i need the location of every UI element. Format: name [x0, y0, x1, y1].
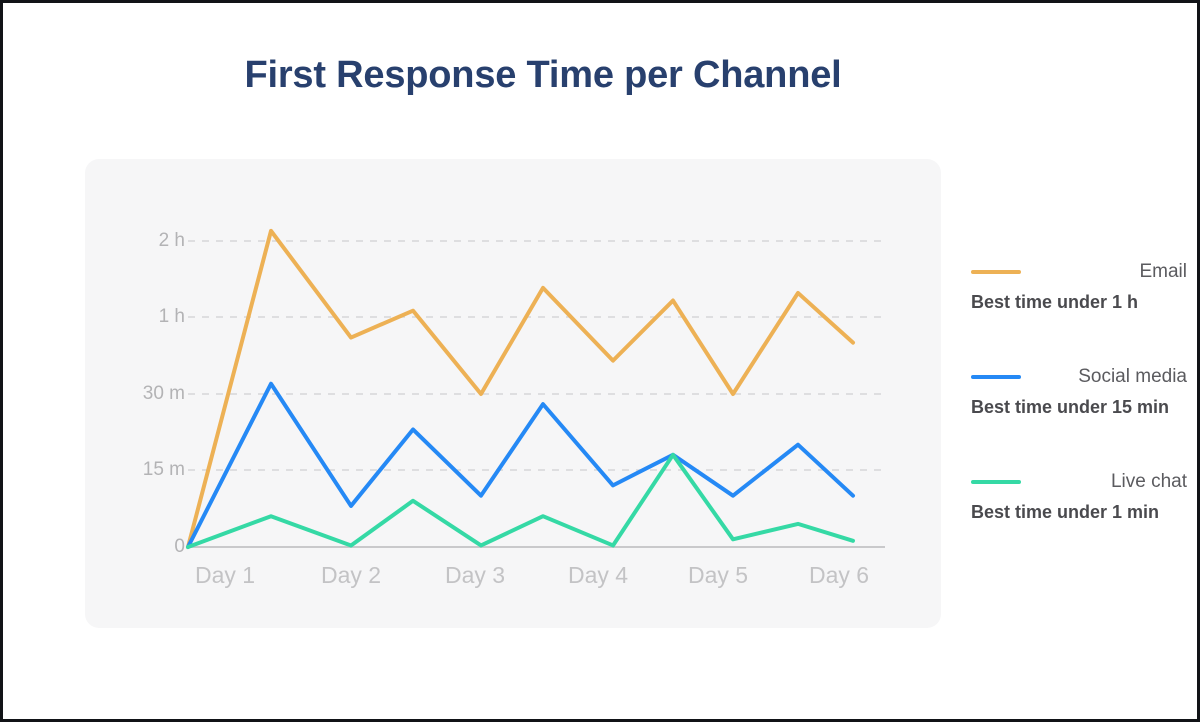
legend-color-swatch	[971, 270, 1021, 274]
legend-item-label: Live chat	[1110, 471, 1187, 492]
legend-item-label: Social media	[1078, 366, 1187, 387]
x-axis-tick-label: Day 4	[567, 562, 629, 588]
legend-item-note: Best time under 1 min	[971, 502, 1160, 522]
y-axis-tick-label: 1 h	[158, 306, 185, 327]
line-chart-canvas	[186, 228, 885, 549]
legend-item-row: Live chat	[971, 471, 1187, 493]
y-axis-tick-label: 2 h	[158, 230, 185, 251]
gridlines	[188, 240, 885, 471]
x-axis-tick-label: Day 5	[687, 562, 749, 588]
chart-legend: Email Best time under 1 h Social media Best…	[971, 261, 1187, 523]
y-axis-tick-label: 15 m	[142, 459, 185, 480]
legend-item[interactable]: Live chat Best time under 1 min	[971, 471, 1187, 523]
series-line-email	[186, 228, 855, 549]
legend-color-swatch	[971, 375, 1021, 379]
x-axis-tick-label: Day 3	[444, 562, 506, 588]
legend-color-swatch	[971, 480, 1021, 484]
legend-item-label: Email	[1139, 261, 1187, 282]
legend-item[interactable]: Email Best time under 1 h	[971, 261, 1187, 313]
legend-item-row: Email	[971, 261, 1187, 283]
series-lines	[186, 228, 855, 549]
x-axis-tick-labels: Day 1 Day 2 Day 3 Day 4 Day 5 Day 6	[85, 557, 941, 607]
legend-item-row: Social media	[971, 366, 1187, 388]
legend-item[interactable]: Social media Best time under 15 min	[971, 366, 1187, 418]
series-line-live-chat	[186, 452, 855, 549]
y-axis-tick-label: 0	[174, 536, 185, 557]
x-axis-tick-label: Day 2	[320, 562, 382, 588]
x-axis-tick-label: Day 6	[808, 562, 870, 588]
series-line-social-media	[186, 381, 855, 549]
y-axis-tick-labels: 2 h 1 h 30 m 15 m 0	[99, 159, 185, 628]
page-title: First Response Time per Channel	[244, 54, 842, 96]
y-axis-tick-label: 30 m	[142, 383, 185, 404]
legend-item-note: Best time under 1 h	[971, 292, 1139, 312]
legend-item-note: Best time under 15 min	[971, 397, 1170, 417]
x-axis-tick-label: Day 1	[194, 562, 256, 588]
